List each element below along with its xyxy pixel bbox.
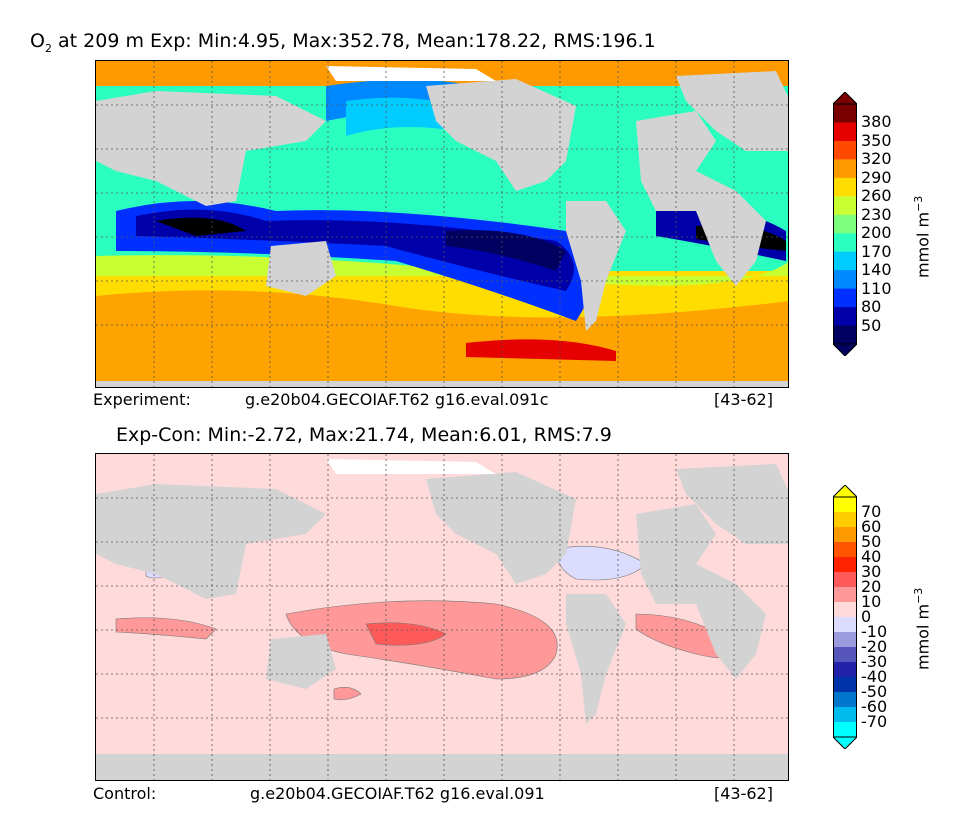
colorbar-segment [833, 677, 857, 693]
experiment-case-name: g.e20b04.GECOIAF.T62 g16.eval.091c [245, 390, 549, 409]
colorbar-tick-label: 230 [861, 204, 892, 224]
colorbar-frame [833, 103, 857, 345]
colorbar-tick-label: 80 [861, 297, 882, 317]
colorbar-tick-label: 350 [861, 130, 892, 150]
colorbar-extend-bottom [833, 343, 857, 356]
bottom-plot-title: Exp-Con: Min:-2.72, Max:21.74, Mean:6.01… [116, 424, 612, 446]
colorbar-tick-label: 260 [861, 186, 892, 206]
colorbar-segment [833, 572, 857, 588]
colorbar-tick-label: 50 [861, 315, 882, 335]
colorbar-extend-top [833, 92, 857, 105]
colorbar-tick-label: -60 [861, 697, 888, 716]
experiment-caption-label: Experiment: [93, 390, 191, 409]
colorbar-segment [833, 196, 857, 216]
difference-colorbar [833, 485, 857, 749]
difference-units: mmol m−3 [912, 587, 933, 670]
top-plot-title: O2 at 209 m Exp: Min:4.95, Max:352.78, M… [30, 30, 656, 55]
colorbar-tick-label: 10 [861, 592, 882, 611]
colorbar-tick-label: 50 [861, 532, 882, 551]
colorbar-segment [833, 270, 857, 290]
colorbar-segment [833, 512, 857, 528]
colorbar-tick-label: -30 [861, 652, 888, 671]
control-years: [43-62] [714, 784, 773, 803]
difference-map [95, 453, 789, 781]
colorbar-segment [833, 214, 857, 234]
colorbar-extend-bottom [833, 736, 857, 749]
colorbar-frame [833, 496, 857, 738]
colorbar-tick-label: 140 [861, 260, 892, 280]
colorbar-tick-label: -10 [861, 622, 888, 641]
colorbar-segment [833, 104, 857, 123]
colorbar-segment [833, 722, 857, 738]
colorbar-segment [833, 251, 857, 271]
colorbar-tick-label: -50 [861, 682, 888, 701]
colorbar-segment [833, 159, 857, 179]
colorbar-segment [833, 140, 857, 160]
colorbar-tick-label: 320 [861, 149, 892, 169]
colorbar-segment [833, 557, 857, 573]
colorbar-segment [833, 325, 857, 345]
experiment-colorbar [833, 92, 857, 356]
colorbar-segment [833, 647, 857, 663]
colorbar-tick-label: 0 [861, 607, 872, 626]
experiment-map [95, 60, 789, 388]
colorbar-tick-label: 200 [861, 223, 892, 243]
colorbar-extend-top [833, 485, 857, 498]
colorbar-tick-label: 70 [861, 502, 882, 521]
colorbar-segment [833, 288, 857, 308]
control-case-name: g.e20b04.GECOIAF.T62 g16.eval.091 [250, 784, 545, 803]
colorbar-segment [833, 617, 857, 633]
colorbar-tick-label: 110 [861, 278, 892, 298]
colorbar-segment [833, 602, 857, 618]
colorbar-tick-label: -20 [861, 637, 888, 656]
colorbar-segment [833, 307, 857, 327]
colorbar-tick-label: 290 [861, 167, 892, 187]
colorbar-tick-label: 60 [861, 517, 882, 536]
experiment-units: mmol m−3 [912, 195, 933, 278]
colorbar-tick-label: 40 [861, 547, 882, 566]
colorbar-segment [833, 707, 857, 723]
colorbar-segment [833, 497, 857, 513]
experiment-years: [43-62] [714, 390, 773, 409]
colorbar-tick-label: -70 [861, 712, 888, 731]
colorbar-segment [833, 122, 857, 142]
colorbar-segment [833, 662, 857, 678]
colorbar-segment [833, 587, 857, 603]
colorbar-tick-label: 30 [861, 562, 882, 581]
colorbar-tick-label: 380 [861, 112, 892, 132]
colorbar-segment [833, 692, 857, 708]
colorbar-segment [833, 542, 857, 558]
colorbar-segment [833, 233, 857, 253]
colorbar-segment [833, 632, 857, 648]
colorbar-tick-label: 20 [861, 577, 882, 596]
colorbar-segment [833, 177, 857, 197]
control-caption-label: Control: [93, 784, 157, 803]
colorbar-tick-label: 170 [861, 241, 892, 261]
colorbar-segment [833, 527, 857, 543]
colorbar-tick-label: -40 [861, 667, 888, 686]
